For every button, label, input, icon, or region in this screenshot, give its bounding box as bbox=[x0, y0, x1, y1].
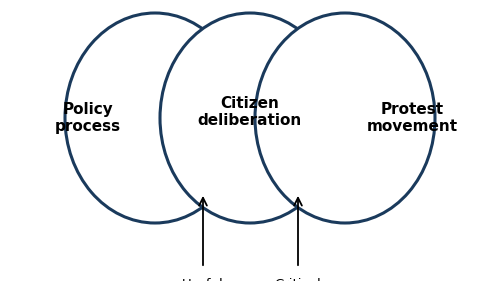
Text: Policy
process: Policy process bbox=[55, 102, 121, 134]
Text: Useful
advisory
deliberation: Useful advisory deliberation bbox=[163, 278, 243, 281]
Ellipse shape bbox=[65, 13, 245, 223]
Text: Critical
disruptive
deliberation: Critical disruptive deliberation bbox=[258, 278, 338, 281]
Text: Protest
movement: Protest movement bbox=[366, 102, 458, 134]
Text: Citizen
deliberation: Citizen deliberation bbox=[198, 96, 302, 128]
Ellipse shape bbox=[160, 13, 340, 223]
Ellipse shape bbox=[255, 13, 435, 223]
